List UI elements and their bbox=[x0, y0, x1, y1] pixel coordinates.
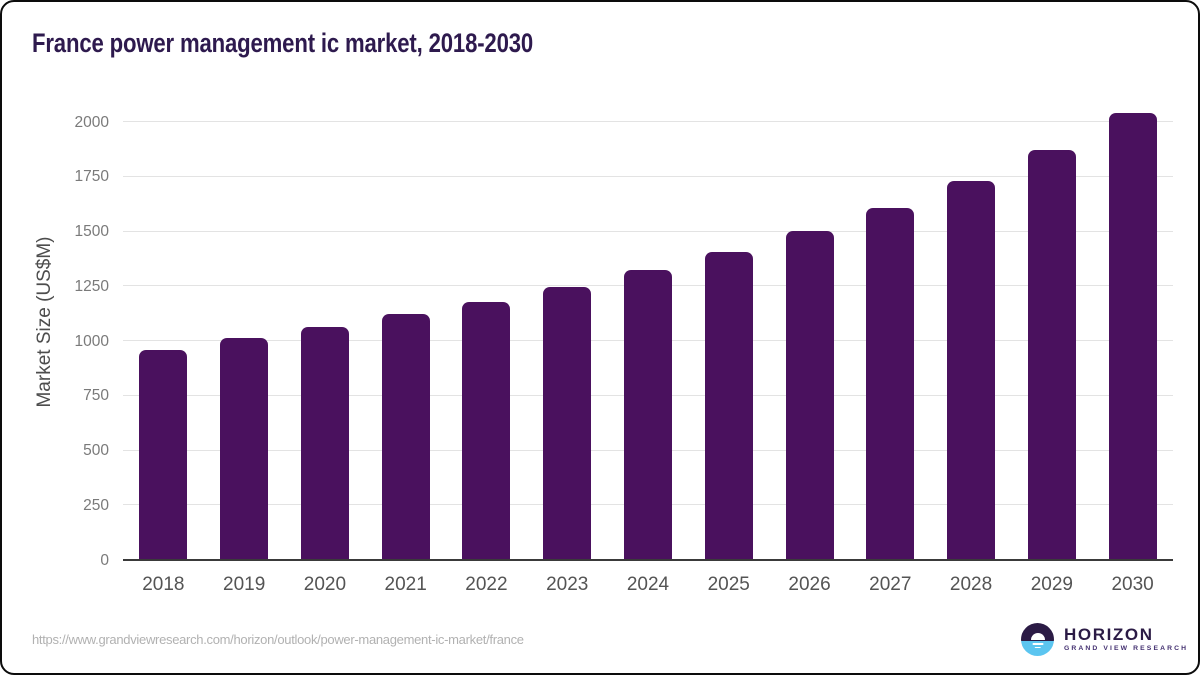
bar-2028 bbox=[947, 180, 996, 560]
y-tick-label-1500: 1500 bbox=[74, 222, 109, 240]
y-tick-label-750: 750 bbox=[83, 387, 109, 404]
x-tick-label-2028: 2028 bbox=[949, 574, 993, 595]
gridline-1500 bbox=[123, 230, 1173, 232]
bar-2018 bbox=[139, 349, 188, 560]
x-tick-label-2019: 2019 bbox=[223, 574, 266, 595]
horizon-logo: HORIZON GRAND VIEW RESEARCH bbox=[1021, 623, 1188, 656]
horizon-logo-icon bbox=[1021, 623, 1054, 656]
plot-area: 0 250 500 750 1000 1250 1500 1750 2000 2018 2019 20… bbox=[75, 113, 1173, 595]
y-tick-label-250: 250 bbox=[83, 496, 109, 514]
gridline-2000 bbox=[123, 121, 1173, 122]
x-tick-label-2023: 2023 bbox=[546, 574, 589, 595]
bar-2020 bbox=[300, 327, 349, 560]
logo-text: HORIZON GRAND VIEW RESEARCH bbox=[1064, 626, 1188, 653]
sun-reflection-line bbox=[1034, 646, 1041, 649]
logo-sky-half bbox=[1021, 623, 1054, 642]
sunset-icon bbox=[1030, 632, 1045, 640]
y-tick-label-500: 500 bbox=[83, 441, 109, 459]
chart-title: France power management ic market, 2018-… bbox=[32, 28, 534, 58]
bar-2021 bbox=[381, 314, 430, 560]
y-tick-label-1750: 1750 bbox=[74, 168, 109, 185]
bar-2022 bbox=[462, 301, 511, 560]
bar-2029 bbox=[1027, 149, 1076, 560]
logo-name: HORIZON bbox=[1064, 625, 1154, 645]
gridline-1750 bbox=[123, 175, 1173, 177]
bar-2024 bbox=[624, 269, 672, 560]
x-tick-label-2029: 2029 bbox=[1030, 574, 1073, 595]
bar-2027 bbox=[866, 208, 915, 560]
bar-2026 bbox=[785, 231, 834, 560]
x-tick-label-2021: 2021 bbox=[384, 574, 427, 595]
x-tick-label-2020: 2020 bbox=[303, 574, 347, 595]
y-tick-label-2000: 2000 bbox=[74, 113, 109, 131]
logo-subtitle: GRAND VIEW RESEARCH bbox=[1064, 645, 1189, 653]
y-tick-label-1250: 1250 bbox=[74, 277, 109, 295]
x-tick-label-2022: 2022 bbox=[465, 574, 508, 595]
x-tick-label-2018: 2018 bbox=[142, 574, 185, 595]
bar-2025 bbox=[704, 251, 753, 560]
sun-reflection-line bbox=[1032, 642, 1043, 645]
x-tick-label-2026: 2026 bbox=[788, 574, 831, 595]
y-axis-title: Market Size (US$M) bbox=[34, 236, 55, 408]
x-tick-label-2027: 2027 bbox=[869, 574, 912, 595]
y-tick-label-1000: 1000 bbox=[74, 332, 109, 350]
bar-2030 bbox=[1108, 113, 1157, 560]
x-tick-label-2030: 2030 bbox=[1111, 574, 1154, 595]
bar-2019 bbox=[220, 337, 269, 560]
source-url: https://www.grandviewresearch.com/horizo… bbox=[32, 632, 524, 647]
x-tick-label-2024: 2024 bbox=[626, 574, 670, 595]
x-tick-label-2025: 2025 bbox=[707, 574, 750, 595]
logo-sea-half bbox=[1021, 641, 1054, 656]
bar-2023 bbox=[543, 286, 592, 560]
y-tick-label-0: 0 bbox=[100, 551, 109, 569]
x-axis-line bbox=[123, 559, 1173, 561]
